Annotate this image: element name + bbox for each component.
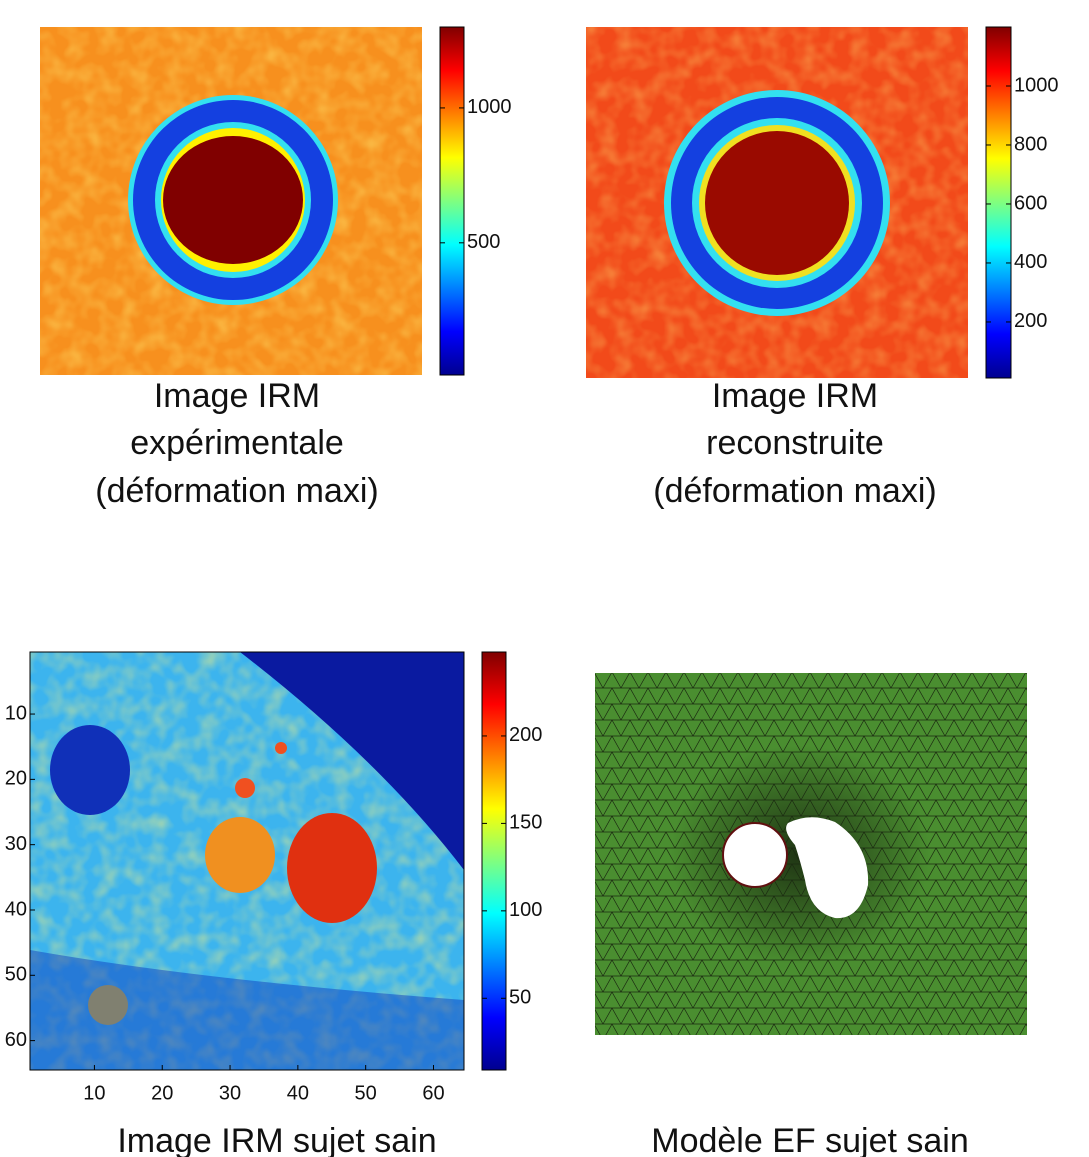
caption: expérimentale <box>130 424 344 462</box>
colorbar-tick-label: 600 <box>1014 192 1047 214</box>
x-tick-label: 20 <box>151 1082 173 1104</box>
figure: Image IRM expérimentale (déformation maxi)… <box>0 0 1089 1157</box>
colorbar-tick-label: 200 <box>509 724 542 746</box>
fe-mesh <box>595 673 1027 1035</box>
colorbar-tick-label: 150 <box>509 812 542 834</box>
mri-image <box>586 27 968 378</box>
caption: (déformation maxi) <box>95 472 378 510</box>
x-tick-label: 40 <box>287 1082 309 1104</box>
colorbar <box>482 652 506 1070</box>
colorbar <box>440 27 464 375</box>
caption: Image IRM <box>154 377 320 415</box>
y-tick-label: 60 <box>5 1029 27 1051</box>
colorbar-tick-label: 400 <box>1014 251 1047 273</box>
colorbar <box>986 27 1011 378</box>
x-tick-label: 50 <box>355 1082 377 1104</box>
colorbar-tick-label: 100 <box>509 899 542 921</box>
colorbar-tick-label: 800 <box>1014 133 1047 155</box>
x-tick-label: 10 <box>83 1082 105 1104</box>
y-tick-label: 50 <box>5 964 27 986</box>
x-tick-label: 60 <box>422 1082 444 1104</box>
colorbar-tick-label: 1000 <box>467 96 512 118</box>
colorbar-tick-label: 500 <box>467 231 500 253</box>
x-tick-label: 30 <box>219 1082 241 1104</box>
mri-image <box>30 652 464 1070</box>
colorbar-tick-label: 50 <box>509 987 531 1009</box>
y-tick-label: 30 <box>5 833 27 855</box>
colorbar-tick-label: 200 <box>1014 310 1047 332</box>
y-tick-label: 20 <box>5 768 27 790</box>
caption: Modèle EF sujet sain <box>651 1122 969 1157</box>
caption: reconstruite <box>706 424 884 462</box>
y-tick-label: 10 <box>5 702 27 724</box>
caption: (déformation maxi) <box>653 472 936 510</box>
colorbar-tick-label: 1000 <box>1014 74 1059 96</box>
caption: Image IRM <box>712 377 878 415</box>
mri-image <box>40 27 422 375</box>
caption: Image IRM sujet sain <box>117 1122 436 1157</box>
y-tick-label: 40 <box>5 898 27 920</box>
